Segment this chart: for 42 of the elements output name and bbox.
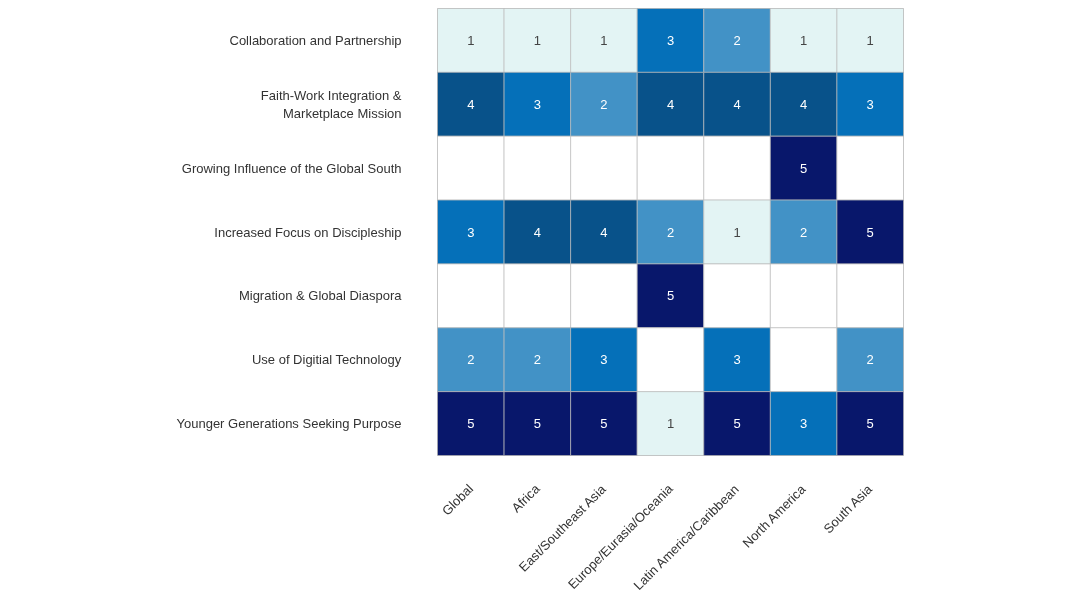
data-label: 1 (666, 416, 675, 432)
data-label: 1 (800, 32, 808, 48)
data-label: 1 (600, 32, 608, 48)
data-label: 4 (800, 96, 808, 112)
data-label: 5 (666, 288, 675, 304)
y-tick-label: Use of Digitial Technology (251, 352, 402, 368)
data-label: 3 (467, 224, 475, 240)
y-tick-label: Migration & Global Diaspora (238, 288, 403, 304)
data-label: 4 (533, 224, 541, 240)
data-label: 1 (866, 32, 874, 48)
data-label: 1 (733, 224, 741, 240)
y-tick-label: Growing Influence of the Global South (181, 160, 402, 176)
y-tick-label: Increased Focus on Discipleship (214, 224, 402, 240)
data-label: 5 (866, 416, 874, 432)
y-tick-label: Collaboration and Partnership (229, 32, 402, 48)
y-tick-label: Faith-Work Integration & Marketplace Mission (260, 87, 402, 121)
data-label: 2 (800, 224, 808, 240)
data-label: 2 (866, 352, 874, 368)
data-label: 2 (600, 96, 608, 112)
data-label: 4 (600, 224, 608, 240)
data-label: 3 (600, 352, 608, 368)
data-label: 5 (800, 160, 808, 176)
data-label: 3 (533, 96, 541, 112)
data-label: 3 (733, 352, 741, 368)
data-label: 2 (733, 32, 741, 48)
data-label: 3 (666, 32, 675, 48)
data-label: 2 (467, 352, 475, 368)
y-tick-label: Younger Generations Seeking Purpose (176, 416, 402, 432)
data-label: 4 (666, 96, 675, 112)
data-label: 1 (533, 32, 541, 48)
data-label: 5 (533, 416, 541, 432)
data-label: 3 (800, 416, 808, 432)
data-label: 5 (733, 416, 741, 432)
data-label: 1 (467, 32, 475, 48)
data-label: 5 (866, 224, 874, 240)
data-label: 2 (533, 352, 541, 368)
data-label: 2 (666, 224, 675, 240)
data-label: 4 (733, 96, 741, 112)
data-label: 4 (467, 96, 475, 112)
data-label: 3 (866, 96, 874, 112)
data-label: 5 (467, 416, 475, 432)
data-label: 5 (600, 416, 608, 432)
